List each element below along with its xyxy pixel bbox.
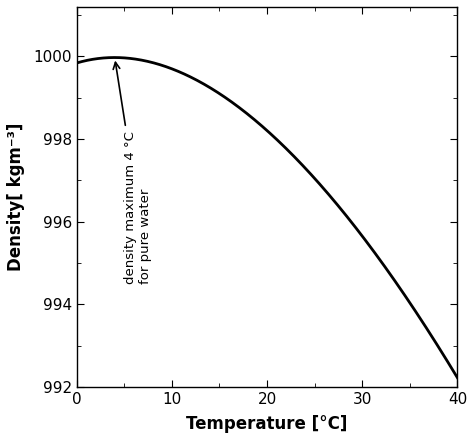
X-axis label: Temperature [°C]: Temperature [°C] — [186, 415, 348, 433]
Text: density maximum 4 °C
for pure water: density maximum 4 °C for pure water — [113, 62, 152, 284]
Y-axis label: Density[ kgm⁻³]: Density[ kgm⁻³] — [7, 123, 25, 271]
